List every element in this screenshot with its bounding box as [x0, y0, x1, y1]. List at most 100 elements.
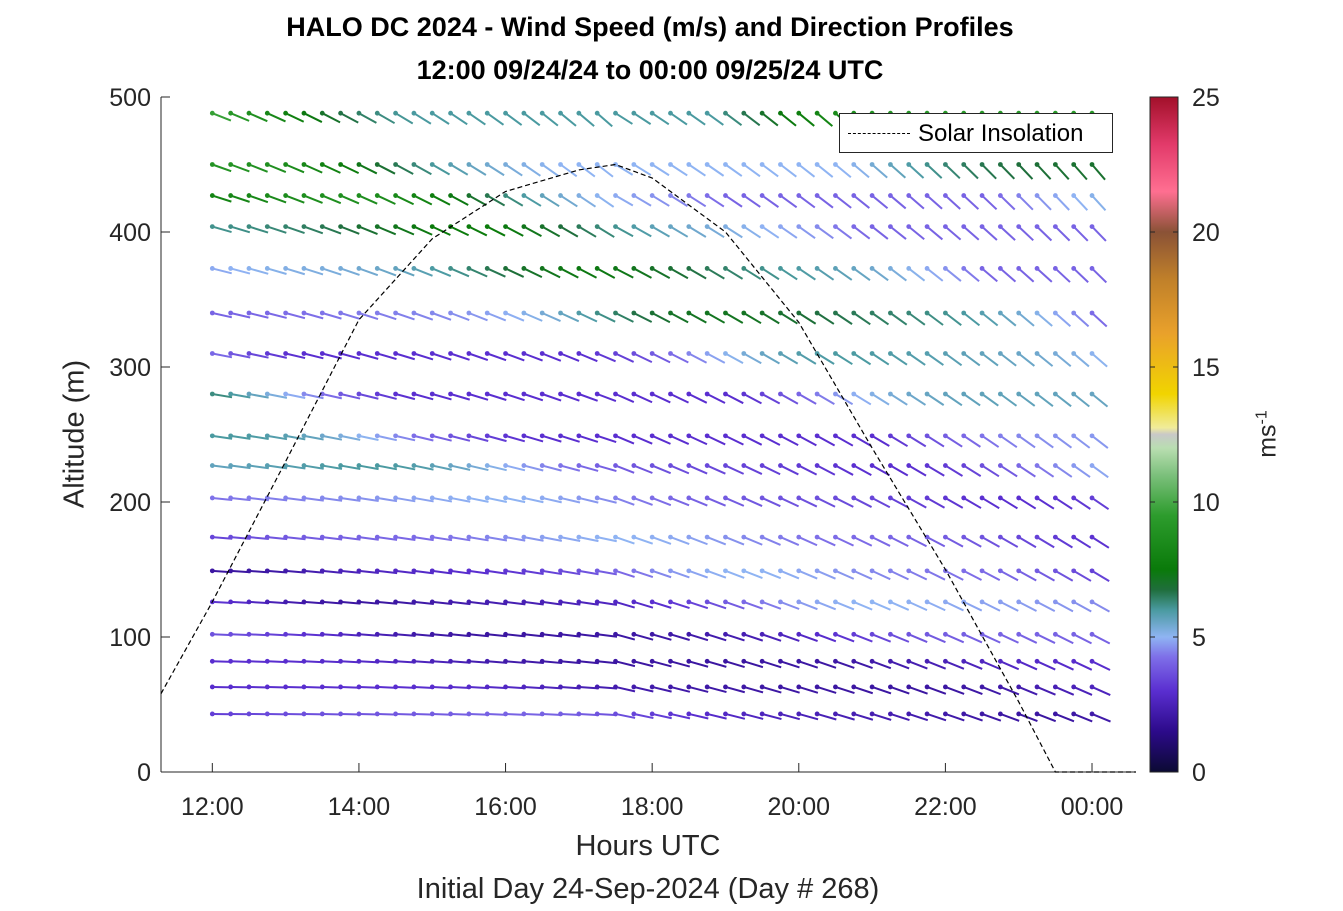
wind-barb — [429, 224, 451, 236]
wind-barb-head — [429, 534, 435, 540]
wind-barb — [924, 266, 944, 282]
wind-barb — [704, 631, 727, 642]
wind-barb — [613, 568, 635, 578]
wind-barb-shaft — [944, 497, 964, 509]
wind-barb-shaft — [761, 112, 779, 127]
wind-barb — [759, 224, 780, 239]
wind-barb — [209, 463, 233, 469]
wind-barb — [814, 631, 837, 643]
wind-barb-head — [1052, 495, 1058, 501]
wind-barb-head — [1016, 684, 1022, 690]
wind-barb-shaft — [267, 434, 288, 441]
wind-barb — [503, 351, 525, 362]
wind-barb — [723, 534, 745, 546]
wind-barb — [649, 631, 672, 641]
wind-barb-head — [649, 391, 655, 397]
wind-barb-head — [1052, 684, 1058, 690]
wind-barb — [374, 110, 396, 125]
wind-barb — [686, 568, 708, 579]
wind-barb-shaft — [688, 225, 707, 238]
wind-barb-head — [356, 711, 362, 717]
wind-barb-shaft — [1054, 464, 1073, 478]
wind-barb-head — [1034, 568, 1040, 574]
wind-barb — [1089, 391, 1109, 408]
wind-barb-shaft — [1073, 312, 1090, 328]
wind-barb-head — [301, 534, 307, 540]
wind-barb-head — [594, 110, 600, 116]
wind-barb — [869, 495, 891, 509]
wind-barb-head — [411, 658, 417, 664]
wind-barb-shaft — [853, 352, 872, 366]
wind-barb — [1089, 534, 1110, 549]
wind-barb-head — [558, 711, 563, 717]
wind-barb-head — [576, 193, 582, 198]
wind-barb-head — [997, 631, 1003, 637]
wind-barb — [869, 568, 891, 581]
wind-barb — [613, 110, 633, 125]
wind-barb-shaft — [1091, 225, 1107, 242]
wind-barb-shaft — [266, 112, 286, 123]
wind-barb-head — [741, 266, 747, 271]
wind-barb-head — [503, 684, 508, 690]
wind-barb-shaft — [578, 267, 598, 279]
wind-barb-head — [484, 193, 490, 198]
wind-barb-shaft — [1073, 435, 1091, 449]
wind-barb-shaft — [523, 633, 544, 638]
wind-barb-head — [833, 266, 838, 271]
wind-barb-shaft — [560, 600, 581, 606]
wind-barb — [979, 684, 1002, 696]
wind-barb — [411, 534, 434, 542]
wind-barb-shaft — [834, 464, 854, 476]
wind-barb-shaft — [596, 194, 615, 208]
wind-barb-head — [997, 266, 1003, 271]
wind-barb — [411, 433, 434, 442]
wind-barb-head — [301, 351, 307, 356]
colorbar-label-exponent: -1 — [1253, 410, 1271, 425]
wind-barb — [704, 193, 725, 208]
wind-barb-head — [264, 162, 270, 167]
wind-barb-head — [741, 193, 747, 198]
wind-barb-head — [319, 599, 325, 605]
wind-barb-shaft — [248, 194, 269, 204]
wind-barb-head — [264, 351, 270, 356]
wind-barb-shaft — [999, 312, 1017, 327]
wind-barb — [851, 534, 873, 547]
wind-barb — [246, 351, 269, 359]
wind-barb — [338, 310, 361, 320]
wind-barb — [576, 193, 597, 208]
wind-barb-shaft — [670, 352, 689, 364]
wind-barb-head — [1071, 433, 1077, 439]
wind-barb-head — [484, 433, 490, 439]
wind-barb-head — [484, 495, 490, 501]
wind-barb-shaft — [871, 497, 891, 509]
wind-barb-head — [283, 433, 289, 439]
wind-barb — [1071, 599, 1092, 613]
wind-barb-shaft — [1091, 267, 1108, 284]
wind-barb-shaft — [688, 267, 707, 280]
wind-barb-head — [668, 310, 673, 316]
wind-barb — [576, 162, 596, 178]
wind-barb-head — [283, 658, 289, 664]
wind-barb — [1016, 534, 1037, 549]
wind-barb — [1034, 433, 1054, 449]
wind-barb-head — [374, 568, 380, 574]
wind-barb-shaft — [1036, 393, 1054, 407]
wind-barb-head — [246, 631, 252, 637]
wind-barb — [594, 224, 615, 238]
wind-barb-head — [668, 110, 673, 116]
wind-barb-head — [833, 711, 838, 717]
wind-barb-head — [1016, 658, 1022, 664]
wind-barb-head — [466, 658, 472, 664]
wind-barb-head — [1089, 193, 1095, 198]
wind-barb — [264, 224, 287, 234]
wind-barb-head — [686, 534, 692, 540]
wind-barb-head — [448, 433, 453, 439]
wind-barb-head — [942, 658, 948, 664]
wind-barb-head — [796, 310, 802, 316]
wind-barb-shaft — [834, 225, 853, 240]
wind-barb-head — [356, 658, 362, 664]
wind-barb-head — [704, 110, 710, 116]
wind-barb — [411, 193, 433, 206]
wind-barb-shaft — [688, 434, 708, 446]
wind-barb-head — [429, 351, 435, 356]
